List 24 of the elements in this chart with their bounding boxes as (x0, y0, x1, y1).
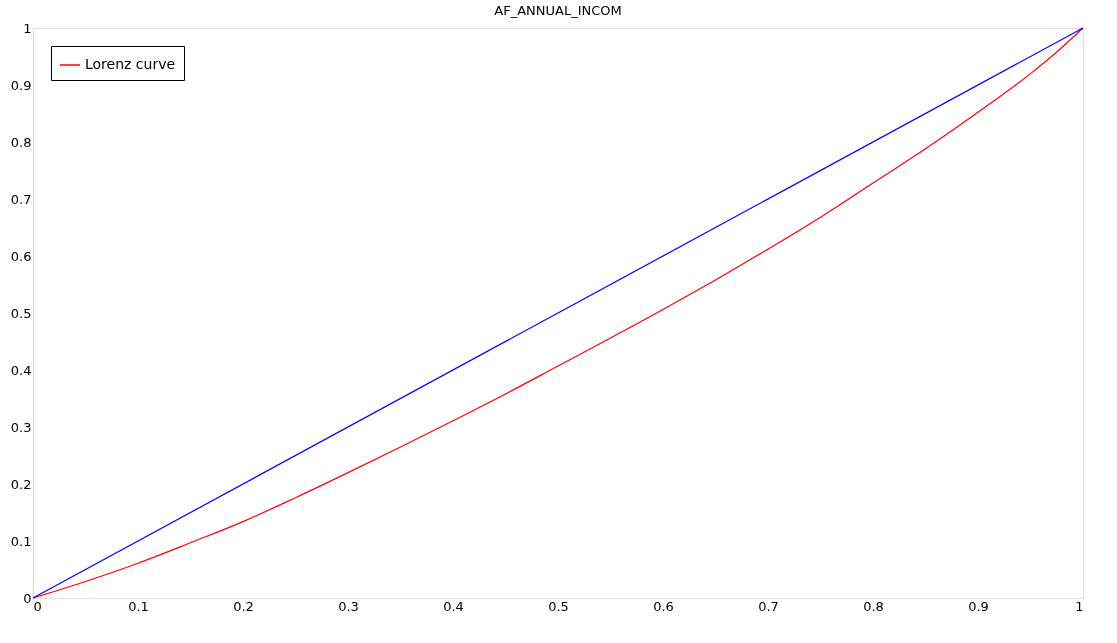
y-tick-label: 0.8 (10, 134, 32, 150)
x-tick-label: 0.6 (653, 598, 674, 614)
chart-title: AF_ANNUAL_INCOM (494, 3, 622, 18)
x-tick-label: 0.4 (443, 598, 464, 614)
x-tick-label: 0.8 (863, 598, 884, 614)
x-tick-label: 0.7 (758, 598, 779, 614)
y-tick-label: 0.4 (10, 362, 32, 378)
x-tick-label: 0.2 (233, 598, 254, 614)
x-tick-label: 0.3 (338, 598, 359, 614)
x-tick-label: 0.1 (128, 598, 149, 614)
y-tick-label: 0.5 (10, 305, 32, 321)
y-tick-label: 0.1 (10, 533, 32, 549)
y-tick-label: 0.3 (10, 419, 32, 435)
x-tick-label: 0.9 (968, 598, 989, 614)
x-tick-label: 0 (33, 598, 42, 614)
x-tick-label: 1 (1075, 598, 1084, 614)
legend-label: Lorenz curve (85, 56, 176, 72)
y-tick-label: 0.7 (10, 191, 32, 207)
line-series (32, 27, 1084, 599)
y-tick-label: 0.2 (10, 476, 32, 492)
y-tick-label: 0.6 (10, 248, 32, 264)
y-tick-label: 0.9 (10, 77, 32, 93)
x-tick-label: 0.5 (548, 598, 569, 614)
y-tick-label: 1 (23, 20, 32, 36)
